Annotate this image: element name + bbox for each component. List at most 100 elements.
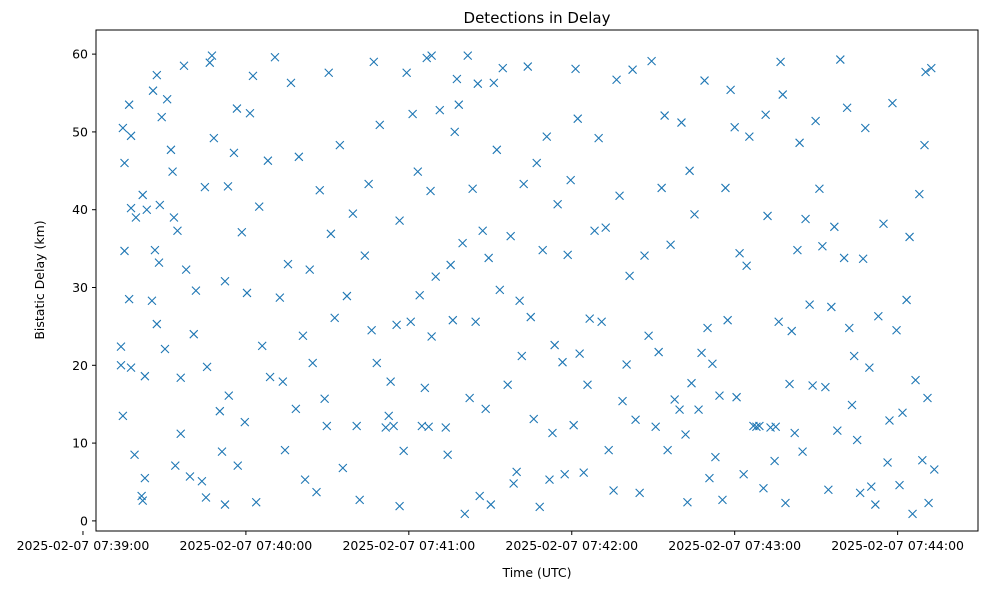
data-point-marker (566, 175, 576, 185)
data-point-marker (718, 495, 727, 505)
data-point-marker (622, 360, 632, 369)
data-point-marker (506, 231, 516, 241)
data-point-marker (902, 295, 911, 305)
data-point-marker (300, 475, 310, 485)
data-point-marker (352, 421, 362, 431)
data-point-marker (420, 383, 430, 393)
data-point-marker (251, 497, 261, 507)
data-point-marker (478, 226, 488, 236)
y-tick-label: 0 (80, 513, 88, 528)
data-point-marker (820, 382, 830, 392)
y-tick-label: 30 (72, 280, 88, 295)
data-point-marker (550, 340, 560, 350)
data-point-marker (858, 254, 868, 264)
data-point-marker (372, 358, 382, 368)
data-point-marker (384, 411, 394, 421)
data-point-marker (732, 392, 741, 402)
x-tick-label: 2025-02-07 07:44:00 (831, 538, 964, 553)
data-point-marker (601, 223, 611, 232)
data-point-marker (805, 300, 815, 310)
data-point-marker (852, 435, 862, 445)
data-point-marker (152, 319, 162, 329)
data-point-marker (254, 202, 264, 211)
data-point-marker (452, 74, 462, 84)
data-point-marker (245, 108, 255, 118)
data-point-marker (571, 64, 580, 74)
data-point-marker (681, 430, 690, 439)
data-point-marker (181, 265, 191, 274)
data-point-marker (826, 302, 836, 312)
data-point-marker (920, 140, 929, 150)
data-point-marker (519, 179, 529, 189)
data-point-marker (615, 191, 624, 201)
data-point-marker (553, 199, 563, 209)
data-point-marker (752, 422, 761, 432)
data-point-marker (529, 414, 539, 424)
data-point-marker (348, 209, 358, 218)
data-point-marker (120, 158, 129, 168)
data-point-marker (892, 325, 901, 335)
data-point-marker (787, 326, 797, 336)
data-point-marker (708, 359, 717, 369)
data-point-marker (220, 276, 230, 286)
data-point-marker (640, 251, 649, 260)
data-point-marker (663, 445, 673, 455)
data-point-marker (670, 395, 680, 404)
data-point-marker (116, 342, 126, 352)
data-point-marker (335, 140, 345, 150)
data-point-marker (168, 167, 177, 176)
data-point-marker (475, 491, 485, 501)
data-point-marker (481, 404, 491, 414)
data-point-marker (644, 331, 653, 341)
data-point-marker (229, 148, 239, 158)
data-point-marker (835, 55, 845, 64)
data-point-marker (847, 400, 857, 410)
data-point-marker (283, 259, 293, 269)
data-point-marker (628, 65, 637, 75)
data-point-marker (879, 219, 888, 229)
data-point-marker (427, 332, 437, 341)
x-tick-label: 2025-02-07 07:43:00 (668, 538, 801, 553)
data-point-marker (305, 265, 315, 274)
data-point-marker (386, 377, 396, 387)
data-point-marker (563, 250, 573, 260)
data-point-marker (395, 216, 404, 225)
data-point-marker (312, 487, 321, 497)
data-point-marker (424, 422, 434, 432)
data-point-marker (742, 261, 752, 271)
data-point-marker (685, 166, 695, 176)
y-tick-label: 60 (72, 47, 88, 62)
data-point-marker (338, 463, 348, 473)
data-point-marker (721, 183, 730, 193)
data-point-marker (426, 186, 435, 196)
data-point-marker (855, 488, 865, 498)
data-point-marker (242, 288, 252, 298)
data-point-marker (294, 152, 304, 162)
chart-title: Detections in Delay (464, 9, 611, 27)
data-point-marker (924, 498, 933, 508)
data-point-marker (320, 394, 330, 404)
data-point-marker (118, 123, 128, 133)
data-point-marker (460, 509, 470, 519)
data-point-marker (130, 450, 139, 460)
data-point-marker (458, 238, 467, 248)
data-point-marker (759, 483, 768, 493)
data-point-marker (579, 468, 589, 478)
data-point-marker (860, 123, 870, 133)
data-point-marker (535, 502, 545, 512)
data-point-marker (739, 469, 749, 479)
data-point-marker (815, 184, 824, 194)
data-point-marker (778, 90, 788, 99)
data-point-marker (270, 52, 280, 62)
x-tick-label: 2025-02-07 07:39:00 (17, 538, 150, 553)
data-point-marker (660, 111, 670, 120)
data-point-marker (864, 363, 874, 373)
data-point-marker (594, 133, 604, 143)
data-point-marker (523, 62, 533, 71)
data-point-marker (217, 447, 227, 457)
data-point-marker (618, 396, 627, 406)
data-point-marker (898, 408, 907, 418)
data-point-marker (147, 296, 157, 306)
data-point-marker (360, 251, 370, 260)
data-point-marker (330, 313, 340, 323)
